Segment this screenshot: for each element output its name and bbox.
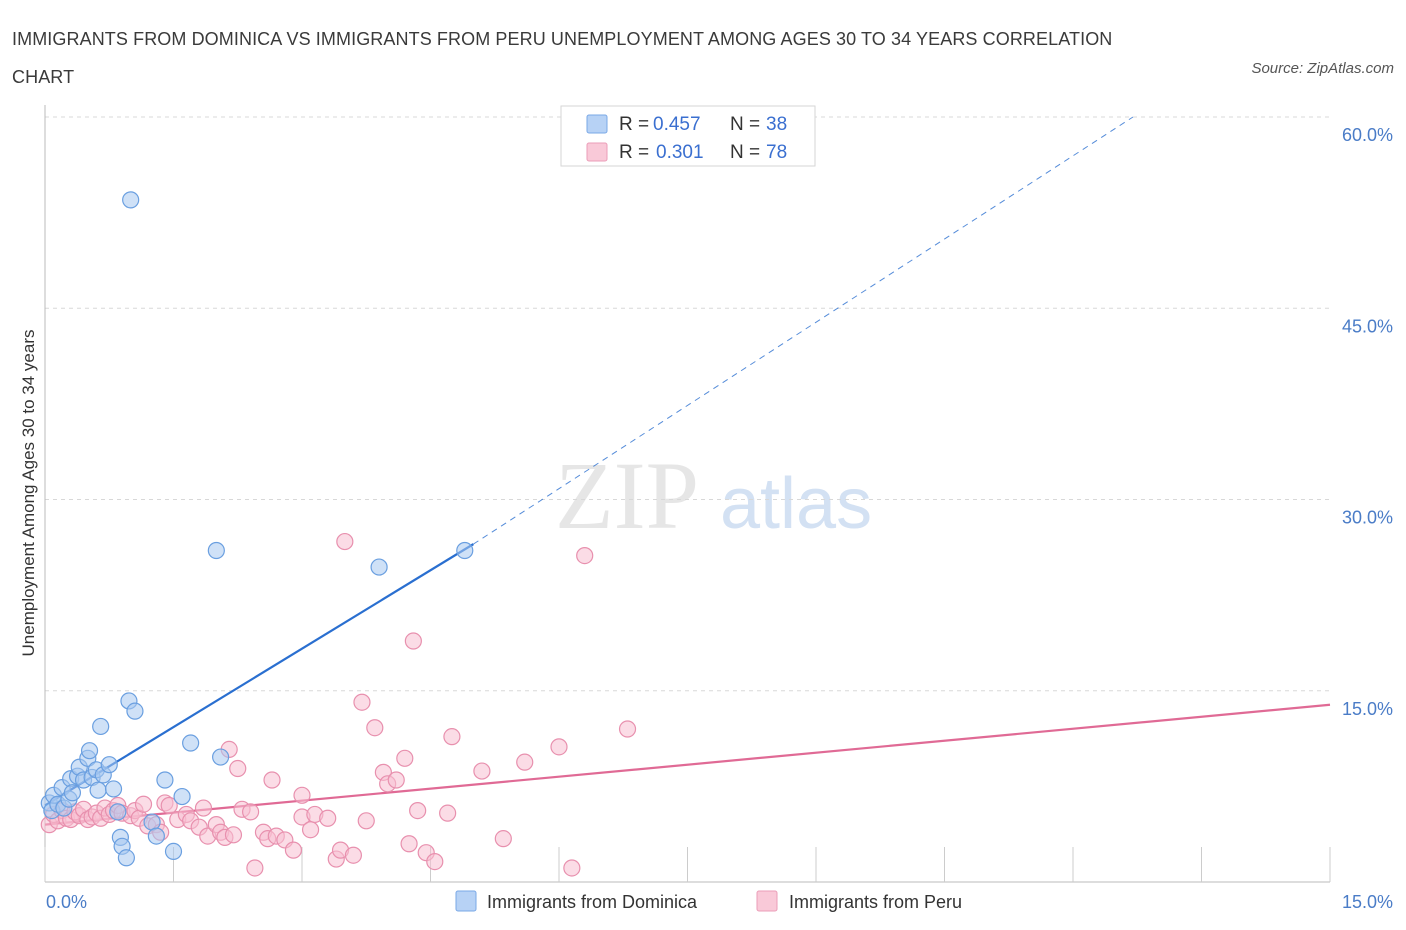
point-peru-47 (284, 841, 303, 859)
bottom-legend-swatch-dominica (455, 890, 477, 912)
y-tick-label-1: 30.0% (1342, 508, 1393, 528)
point-peru-57 (353, 693, 371, 711)
point-peru-41 (246, 859, 264, 877)
y-tick-label-2: 45.0% (1342, 316, 1393, 336)
y-axis-label: Unemployment Among Ages 30 to 34 years (19, 330, 38, 657)
point-peru-73 (516, 753, 534, 771)
legend-r-value-peru: 0.301 (656, 142, 704, 163)
point-peru-66 (409, 801, 427, 820)
point-dominica-26 (122, 191, 140, 209)
point-dominica-36 (370, 558, 388, 576)
point-dominica-21 (109, 803, 127, 821)
point-peru-62 (387, 771, 405, 789)
point-peru-63 (396, 749, 414, 767)
gridlines (45, 116, 1330, 692)
point-dominica-33 (182, 734, 200, 752)
point-dominica-35 (207, 541, 225, 560)
point-peru-44 (263, 771, 281, 789)
x-tick-label-1: 15.0% (1342, 892, 1393, 912)
legend-n-value-dominica: 38 (766, 114, 787, 135)
point-dominica-37 (456, 541, 474, 560)
point-peru-56 (344, 846, 362, 864)
point-peru-55 (336, 532, 354, 551)
bottom-legend-label-peru: Immigrants from Peru (789, 892, 962, 912)
point-peru-65 (404, 632, 422, 650)
point-peru-68 (426, 852, 444, 871)
point-dominica-24 (117, 849, 135, 867)
legend-n-value-peru: 78 (766, 142, 787, 163)
legend-swatch-dominica (586, 114, 608, 134)
point-peru-26 (160, 796, 178, 815)
bottom-legend: Immigrants from Dominica Immigrants from… (455, 890, 962, 912)
point-dominica-31 (164, 842, 183, 861)
trend-line-dominica-extension (473, 116, 1134, 545)
bottom-legend-label-dominica: Immigrants from Dominica (487, 892, 698, 912)
point-dominica-19 (100, 756, 118, 774)
point-dominica-30 (156, 771, 174, 789)
point-dominica-17 (92, 717, 110, 736)
point-peru-72 (494, 830, 512, 848)
chart-title: IMMIGRANTS FROM DOMINICA VS IMMIGRANTS F… (12, 29, 1113, 87)
source-label: Source: ZipAtlas.com (1251, 60, 1394, 77)
data-points (40, 191, 637, 877)
watermark-atlas: atlas (720, 464, 872, 544)
watermark-zip: ZIP (555, 442, 699, 549)
point-peru-76 (576, 546, 594, 565)
trend-line-peru (44, 703, 1331, 826)
x-tick-label-0: 0.0% (46, 892, 87, 912)
point-peru-59 (366, 719, 384, 737)
bottom-legend-swatch-peru (756, 890, 778, 912)
point-peru-70 (443, 728, 461, 746)
point-peru-64 (400, 835, 418, 853)
point-dominica-29 (147, 827, 165, 845)
point-peru-75 (563, 859, 581, 877)
point-peru-77 (618, 720, 637, 738)
point-dominica-27 (126, 702, 144, 720)
point-peru-69 (439, 804, 457, 822)
point-peru-37 (224, 826, 243, 844)
y-tick-label-0: 15.0% (1342, 699, 1393, 719)
point-dominica-16 (89, 781, 107, 799)
point-peru-58 (357, 812, 375, 830)
point-dominica-34 (212, 748, 230, 766)
point-peru-74 (550, 738, 568, 756)
point-peru-31 (194, 799, 213, 817)
legend-n-label-dominica: N = (730, 114, 760, 135)
point-peru-52 (319, 809, 337, 827)
point-peru-38 (229, 759, 247, 778)
legend-n-label-peru: N = (730, 142, 760, 163)
legend-r-label-dominica: R = (619, 114, 649, 135)
tick-labels: 15.0% 30.0% 45.0% 60.0% 0.0% 15.0% (46, 125, 1393, 912)
legend-r-value-dominica: 0.457 (653, 114, 701, 135)
axes (44, 105, 1331, 883)
point-peru-48 (293, 786, 311, 804)
point-peru-40 (242, 803, 260, 821)
point-peru-21 (134, 795, 153, 813)
y-tick-label-3: 60.0% (1342, 125, 1393, 145)
point-dominica-32 (173, 787, 191, 806)
point-dominica-13 (80, 742, 99, 760)
point-peru-71 (473, 762, 491, 780)
point-peru-50 (301, 821, 320, 839)
legend-box: R = 0.457 N = 38 R = 0.301 N = 78 (560, 105, 816, 167)
legend-swatch-peru (586, 142, 608, 162)
point-dominica-20 (104, 780, 123, 798)
legend-r-label-peru: R = (619, 142, 649, 163)
point-dominica-8 (63, 784, 82, 802)
